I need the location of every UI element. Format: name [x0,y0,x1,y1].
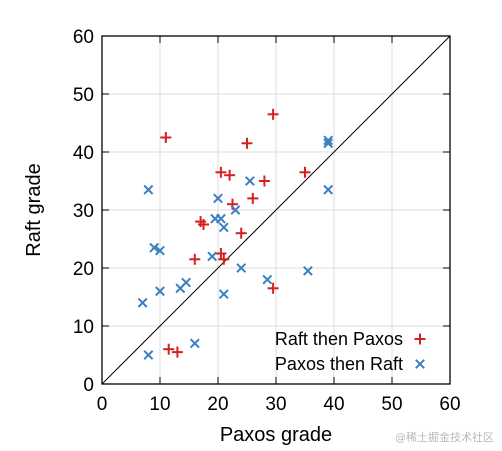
data-points [137,108,334,360]
marker-stroke [302,265,313,276]
x-tick-label: 60 [439,394,460,415]
legend-marker-x [415,359,425,369]
marker-stroke [175,283,186,294]
raft-then-paxos-point [299,166,311,178]
paxos-then-raft-point [230,205,241,215]
paxos-then-raft-point [218,222,229,233]
marker-stroke [218,222,229,233]
marker-stroke [210,213,221,224]
y-tick-label: 20 [73,259,94,280]
legend-marker-plus [414,333,426,345]
marker-stroke [149,242,160,253]
raft-then-paxos-point [171,346,183,358]
marker-stroke [143,350,154,360]
paxos-then-raft-point [143,350,154,360]
diagonal-reference-line [101,35,451,385]
y-tick-label: 60 [73,27,94,48]
raft-then-paxos-point [224,169,236,181]
raft-then-paxos-point [267,108,279,120]
paxos-then-raft-point [218,289,229,300]
marker-stroke [155,245,165,256]
raft-then-paxos-point [247,192,259,204]
marker-stroke [137,297,148,308]
marker-stroke [155,286,165,297]
marker-stroke [189,338,200,349]
y-tick-label: 0 [83,375,94,396]
paxos-then-raft-point [244,176,255,186]
watermark-text: @稀土掘金技术社区 [395,431,494,444]
paxos-then-raft-point [143,184,154,195]
x-axis-title: Paxos grade [220,424,332,446]
x-tick-label: 40 [323,394,344,415]
y-tick-label: 50 [73,85,94,106]
paxos-then-raft-point [149,242,160,253]
paxos-then-raft-point [155,245,165,256]
marker-stroke [415,359,425,369]
raft-then-paxos-point [258,175,270,187]
y-tick-label: 10 [73,317,94,338]
paxos-then-raft-point [323,184,334,195]
paxos-then-raft-point [323,138,334,149]
legend-label-paxos-then-raft: Paxos then Raft [275,354,403,374]
raft-then-paxos-point [267,282,279,294]
paxos-then-raft-point [236,263,247,273]
paxos-then-raft-point [210,213,221,224]
raft-then-paxos-point [215,248,227,259]
raft-then-paxos-point [160,132,172,143]
paxos-then-raft-point [323,135,334,146]
paxos-then-raft-point [207,251,218,262]
paxos-then-raft-point [189,338,200,349]
y-axis-title: Raft grade [23,163,45,256]
raft-then-paxos-point [189,253,201,265]
paxos-then-raft-point [175,283,186,294]
axis-ticks: 0 10 20 30 40 50 60 0 10 20 30 40 50 60 [73,27,461,415]
legend-label-raft-then-paxos: Raft then Paxos [275,329,403,349]
x-tick-label: 20 [207,394,228,415]
marker-stroke [323,135,334,146]
marker-stroke [323,138,334,149]
marker-stroke [213,193,223,204]
marker-stroke [207,251,218,262]
raft-then-paxos-point [218,253,230,265]
marker-stroke [143,184,154,195]
y-equals-x-line [101,35,451,385]
legend-markers [414,333,426,369]
x-tick-label: 50 [381,394,402,415]
marker-stroke [230,205,241,215]
paxos-then-raft-point [137,297,148,308]
legend: Raft then Paxos Paxos then Raft [275,329,426,374]
marker-stroke [323,184,334,195]
marker-stroke [236,263,247,273]
marker-stroke [218,289,229,300]
x-tick-label: 10 [149,394,170,415]
paxos-then-raft-point [262,274,273,285]
paxos-then-raft-point [302,265,313,276]
raft-then-paxos-point [163,343,175,355]
paxos-then-raft-point [155,286,165,297]
raft-then-paxos-point [215,166,227,178]
raft-then-paxos-point [235,227,247,239]
raft-then-paxos-point [198,219,209,230]
paxos-then-raft-point [213,193,223,204]
y-tick-label: 30 [73,201,94,222]
raft-then-paxos-point [241,137,253,149]
x-tick-label: 30 [265,394,286,415]
marker-stroke [262,274,273,285]
y-tick-label: 40 [73,143,94,164]
x-tick-label: 0 [97,394,108,415]
marker-stroke [244,176,255,186]
